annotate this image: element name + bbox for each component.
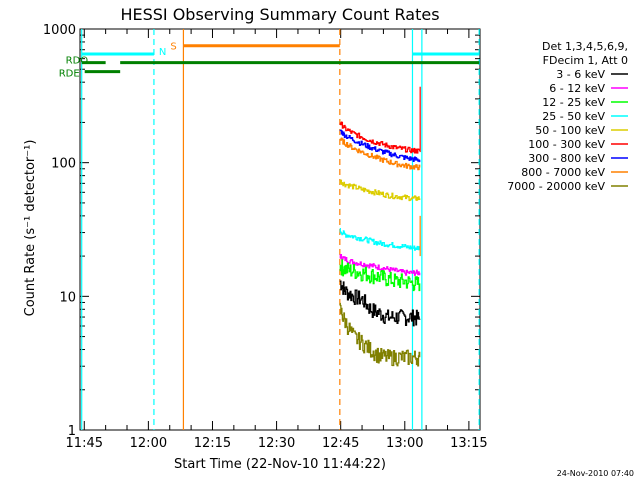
chart-title: HESSI Observing Summary Count Rates [120,5,439,24]
legend-entry-label: 7000 - 20000 keV [507,180,605,193]
y-tick-label: 1000 [43,23,76,38]
footer-timestamp: 24-Nov-2010 07:40 [557,469,634,478]
flag-label-n: N [159,47,166,58]
series-line-1 [339,254,421,276]
legend-entry-label: 12 - 25 keV [542,96,605,109]
series-line-0 [339,280,421,327]
series-line-4 [339,179,421,202]
flag-label-s: S [170,42,176,53]
series-line-3 [339,228,421,251]
x-tick-label: 13:00 [386,436,423,451]
y-tick-label: 100 [51,157,76,172]
legend-entry-label: 300 - 800 keV [528,152,605,165]
flag-label-rde: RDE [59,69,80,80]
x-tick-label: 12:00 [130,436,167,451]
series-line-6 [339,129,421,163]
legend-header-line: FDecim 1, Att 0 [543,54,628,67]
y-tick-label: 1 [68,424,76,439]
series-line-8 [339,302,421,367]
legend-entry-label: 3 - 6 keV [556,68,605,81]
series-line-5 [339,121,421,154]
x-axis-label: Start Time (22-Nov-10 11:44:22) [174,457,386,472]
x-tick-label: 13:15 [450,436,487,451]
legend-header-line: Det 1,3,4,5,6,9, [542,40,628,53]
series-line-7 [339,137,421,171]
x-tick-label: 11:45 [66,436,103,451]
legend-entry-label: 25 - 50 keV [542,110,605,123]
legend-entry-label: 6 - 12 keV [549,82,605,95]
flag-label-rdo: RDO [66,56,89,67]
y-axis-label: Count Rate (s⁻¹ detector⁻¹) [23,140,38,317]
x-tick-label: 12:30 [258,436,295,451]
plot-frame [79,28,481,431]
x-tick-label: 12:45 [322,436,359,451]
legend-entry-label: 50 - 100 keV [535,124,605,137]
x-tick-label: 12:15 [194,436,231,451]
legend-entry-label: 800 - 7000 keV [521,166,605,179]
y-tick-label: 10 [59,290,76,305]
series-line-2 [339,259,421,292]
legend-entry-label: 100 - 300 keV [528,138,605,151]
